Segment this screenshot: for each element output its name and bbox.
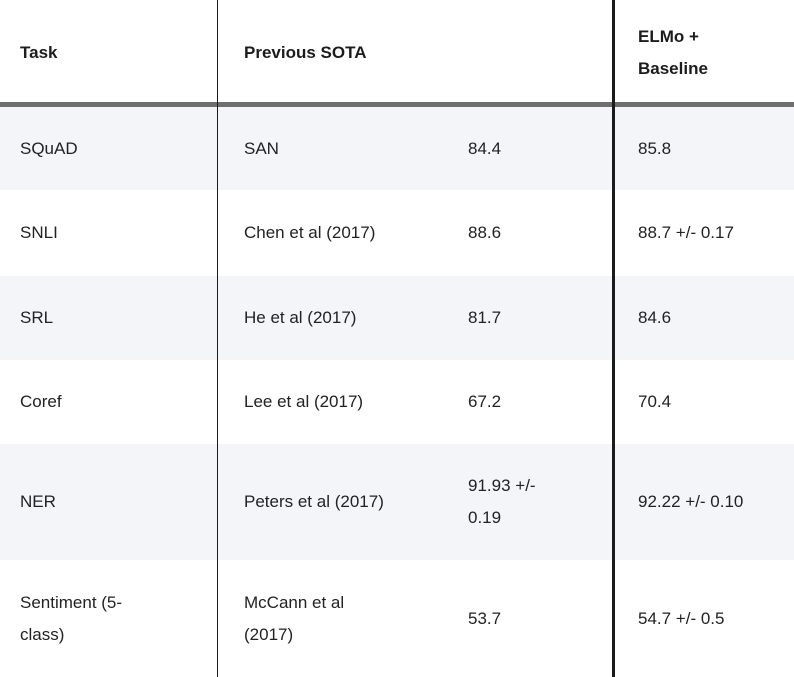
- cell-previous-model: Peters et al (2017): [244, 492, 384, 511]
- header-divider: [0, 102, 794, 107]
- header-previous-sota: Previous SOTA: [244, 0, 444, 106]
- cell-elmo-score: 88.7 +/- 0.17: [638, 223, 734, 242]
- cell-task: NER: [20, 492, 56, 511]
- table-header-row: Task Previous SOTA ELMo + Baseline: [0, 0, 794, 106]
- cell-elmo-score: 92.22 +/- 0.10: [638, 492, 744, 511]
- cell-task: SNLI: [20, 223, 58, 242]
- cell-task: Coref: [20, 392, 62, 411]
- cell-task: Sentiment (5- class): [20, 592, 123, 644]
- table-row: Sentiment (5- class) McCann et al (2017)…: [0, 560, 794, 677]
- cell-task: SQuAD: [20, 138, 78, 158]
- cell-previous-score: 81.7: [468, 308, 502, 327]
- header-elmo-baseline: ELMo + Baseline: [638, 0, 794, 106]
- header-previous-sota-label: Previous SOTA: [244, 43, 367, 62]
- cell-task: SRL: [20, 308, 54, 327]
- header-elmo-line2: Baseline: [638, 59, 708, 78]
- cell-previous-score: 91.93 +/- 0.19: [468, 476, 536, 527]
- cell-elmo-score: 70.4: [638, 392, 672, 411]
- cell-previous-score: 84.4: [468, 138, 502, 158]
- cell-previous-model: Chen et al (2017): [244, 223, 376, 242]
- cell-previous-score: 53.7: [468, 608, 502, 628]
- cell-previous-model: He et al (2017): [244, 308, 357, 327]
- cell-elmo-score: 84.6: [638, 308, 672, 327]
- cell-previous-model: SAN: [244, 138, 279, 158]
- table-row: NER Peters et al (2017) 91.93 +/- 0.19 9…: [0, 444, 794, 560]
- cell-previous-score: 88.6: [468, 223, 502, 242]
- header-elmo-line1: ELMo +: [638, 27, 699, 46]
- column-divider: [217, 0, 218, 677]
- table-row: Coref Lee et al (2017) 67.2 70.4: [0, 360, 794, 444]
- cell-elmo-score: 85.8: [638, 138, 672, 158]
- cell-previous-model: Lee et al (2017): [244, 392, 364, 411]
- table-row: SQuAD SAN 84.4 85.8: [0, 107, 794, 190]
- column-divider-thick: [612, 0, 615, 677]
- header-task: Task: [20, 0, 210, 106]
- cell-previous-model: McCann et al (2017): [244, 592, 345, 644]
- cell-elmo-score: 54.7 +/- 0.5: [638, 608, 725, 628]
- cell-previous-score: 67.2: [468, 392, 502, 411]
- header-task-label: Task: [20, 43, 58, 62]
- table-row: SRL He et al (2017) 81.7 84.6: [0, 276, 794, 360]
- table-row: SNLI Chen et al (2017) 88.6 88.7 +/- 0.1…: [0, 190, 794, 276]
